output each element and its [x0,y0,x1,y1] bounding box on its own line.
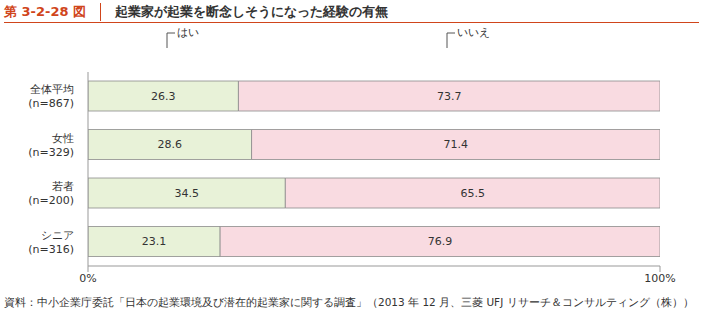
svg-text:0%: 0% [79,272,96,285]
svg-text:女性(n=329): 女性(n=329) [28,132,74,159]
svg-text:34.5: 34.5 [174,187,199,200]
svg-text:シニア(n=316): シニア(n=316) [28,229,74,256]
html-text:資料：中小企業庁委託「日本の起業環境及び潜在的起業家に関する: 資料：中小企業庁委託「日本の起業環境及び潜在的起業家に関する調査」（2013 年… [4,296,694,308]
svg-text:73.7: 73.7 [437,90,462,103]
svg-text:23.1: 23.1 [142,235,167,248]
svg-text:71.4: 71.4 [444,138,469,151]
svg-text:26.3: 26.3 [151,90,176,103]
svg-text:28.6: 28.6 [158,138,183,151]
html-text:いいえ: いいえ [457,26,490,39]
svg-text:65.5: 65.5 [460,187,485,200]
html-text:はい: はい [177,26,199,39]
html-text:第 3-2-28 図: 第 3-2-28 図 [4,4,86,19]
svg-text:76.9: 76.9 [428,235,453,248]
svg-text:全体平均(n=867): 全体平均(n=867) [28,83,74,110]
svg-text:100%: 100% [644,272,675,285]
html-text:起業家が起業を断念しそうになった経験の有無: 起業家が起業を断念しそうになった経験の有無 [115,4,388,19]
svg-text:若者(n=200): 若者(n=200) [28,180,74,207]
